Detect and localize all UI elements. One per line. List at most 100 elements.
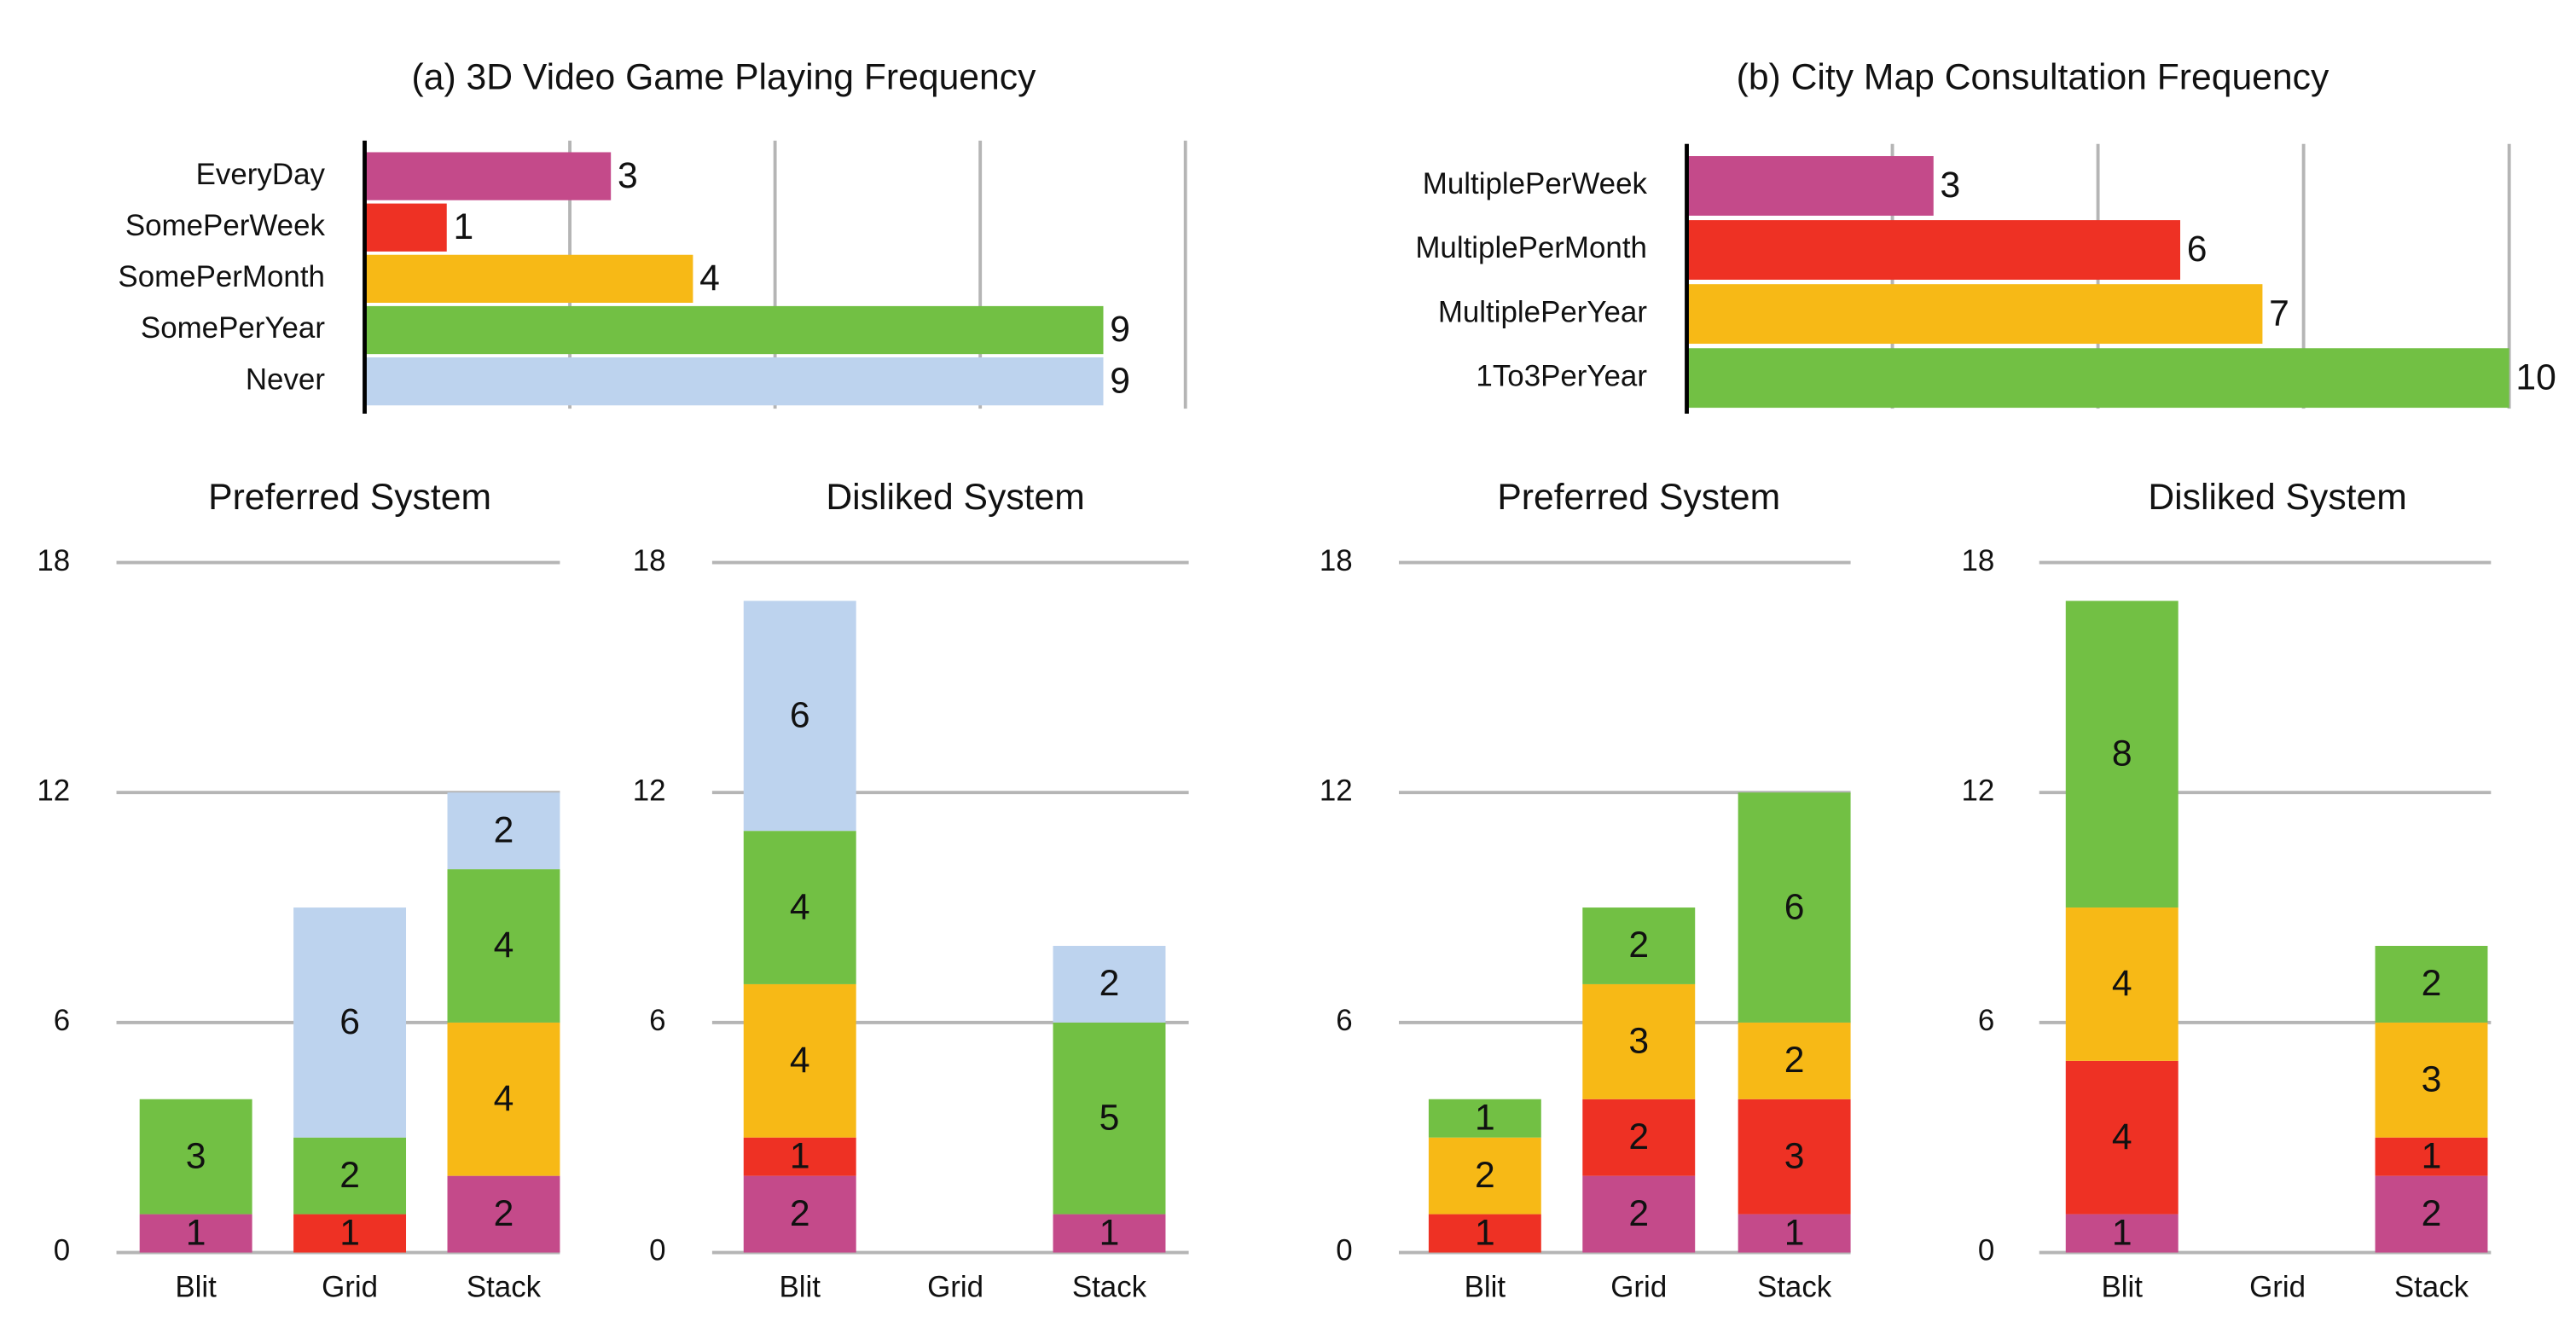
y-tick-label: 6 xyxy=(649,1004,665,1037)
bar-segment xyxy=(1428,1137,1541,1215)
x-tick-label: Blit xyxy=(2101,1270,2143,1303)
bar-segment xyxy=(1053,1022,1166,1215)
x-tick-label: Stack xyxy=(2394,1270,2469,1303)
bar-segment xyxy=(1582,1099,1696,1176)
bar-segment xyxy=(1738,1022,1851,1099)
segment-label: 2 xyxy=(494,809,514,850)
chart-title: Preferred System xyxy=(208,477,491,518)
segment-label: 4 xyxy=(2112,963,2132,1004)
value-label: 7 xyxy=(2269,293,2289,333)
segment-label: 4 xyxy=(494,1078,514,1119)
category-label: 1To3PerYear xyxy=(1476,359,1647,392)
x-tick-label: Grid xyxy=(322,1270,378,1303)
category-label: Never xyxy=(246,362,325,396)
y-tick-label: 0 xyxy=(1978,1234,1994,1267)
value-label: 3 xyxy=(1941,165,1961,206)
y-tick-label: 12 xyxy=(1962,774,1995,807)
bar-segment xyxy=(447,1022,560,1176)
segment-label: 2 xyxy=(339,1155,360,1196)
segment-label: 1 xyxy=(790,1135,810,1176)
category-label: MultiplePerYear xyxy=(1438,295,1648,328)
y-tick-label: 0 xyxy=(1336,1234,1352,1267)
bar-segment xyxy=(743,1175,856,1253)
segment-label: 4 xyxy=(790,1040,810,1081)
bar-segment xyxy=(1738,1099,1851,1215)
bar-segment xyxy=(2065,1060,2179,1215)
y-tick-label: 18 xyxy=(1962,544,1995,577)
value-label: 9 xyxy=(1110,360,1130,401)
bar-segment xyxy=(447,1175,560,1253)
bar-segment xyxy=(293,907,407,1138)
segment-label: 8 xyxy=(2112,733,2132,774)
bar xyxy=(1686,156,1934,216)
bar-segment xyxy=(447,792,560,870)
bar-segment xyxy=(743,831,856,984)
bar-segment xyxy=(139,1099,252,1215)
bar xyxy=(364,203,447,252)
value-label: 9 xyxy=(1110,309,1130,350)
segment-label: 4 xyxy=(790,886,810,927)
bar xyxy=(364,357,1104,406)
bar-segment xyxy=(293,1214,407,1253)
chart-title: Disliked System xyxy=(826,477,1084,518)
x-tick-label: Grid xyxy=(1610,1270,1667,1303)
y-tick-label: 12 xyxy=(633,774,666,807)
category-label: MultiplePerWeek xyxy=(1423,167,1648,200)
chart-title: Preferred System xyxy=(1497,477,1780,518)
bar-segment xyxy=(743,1137,856,1176)
segment-label: 2 xyxy=(790,1193,810,1234)
chart-title: (a) 3D Video Game Playing Frequency xyxy=(412,56,1037,97)
y-tick-label: 0 xyxy=(649,1234,665,1267)
bar xyxy=(1686,220,2181,280)
bar-segment xyxy=(2375,1175,2488,1253)
segment-label: 2 xyxy=(1628,1116,1649,1157)
value-label: 4 xyxy=(699,258,720,299)
y-tick-label: 6 xyxy=(54,1004,70,1037)
bar-segment xyxy=(743,983,856,1138)
y-tick-label: 6 xyxy=(1336,1004,1352,1037)
x-tick-label: Grid xyxy=(927,1270,983,1303)
bar xyxy=(364,305,1104,355)
x-tick-label: Stack xyxy=(467,1270,542,1303)
segment-label: 2 xyxy=(1628,1193,1649,1234)
value-label: 6 xyxy=(2187,229,2208,270)
segment-label: 3 xyxy=(1784,1135,1805,1176)
bar-segment xyxy=(2065,600,2179,908)
segment-label: 2 xyxy=(2422,1193,2442,1234)
bar-segment xyxy=(1428,1099,1541,1138)
bar-segment xyxy=(2375,1137,2488,1176)
chart-title: Disliked System xyxy=(2148,477,2406,518)
bar-segment xyxy=(1582,983,1696,1099)
x-tick-label: Stack xyxy=(1757,1270,1832,1303)
x-tick-label: Grid xyxy=(2249,1270,2306,1303)
category-label: MultiplePerMonth xyxy=(1415,231,1647,264)
category-label: SomePerYear xyxy=(141,311,325,345)
y-tick-label: 12 xyxy=(1320,774,1353,807)
x-tick-label: Blit xyxy=(175,1270,217,1303)
x-tick-label: Blit xyxy=(1465,1270,1506,1303)
y-tick-label: 12 xyxy=(37,774,70,807)
segment-label: 2 xyxy=(494,1193,514,1234)
segment-label: 1 xyxy=(2422,1135,2442,1176)
value-label: 10 xyxy=(2515,357,2556,397)
segment-label: 1 xyxy=(2112,1212,2132,1253)
bar-segment xyxy=(743,600,856,832)
bar-segment xyxy=(1053,1214,1166,1253)
x-tick-label: Stack xyxy=(1072,1270,1147,1303)
bar-segment xyxy=(2375,1022,2488,1138)
bar-segment xyxy=(1428,1214,1541,1253)
segment-label: 1 xyxy=(1784,1212,1805,1253)
segment-label: 4 xyxy=(2112,1116,2132,1157)
chart-title: (b) City Map Consultation Frequency xyxy=(1737,56,2329,97)
bar-segment xyxy=(139,1214,252,1253)
bar-segment xyxy=(1053,945,1166,1023)
y-tick-label: 18 xyxy=(633,544,666,577)
y-tick-label: 0 xyxy=(54,1234,70,1267)
y-tick-label: 18 xyxy=(1320,544,1353,577)
value-label: 1 xyxy=(454,206,474,247)
segment-label: 1 xyxy=(1475,1212,1495,1253)
segment-label: 2 xyxy=(1784,1040,1805,1081)
bar-segment xyxy=(293,1137,407,1215)
bar-segment xyxy=(1738,792,1851,1023)
category-label: EveryDay xyxy=(196,158,326,191)
